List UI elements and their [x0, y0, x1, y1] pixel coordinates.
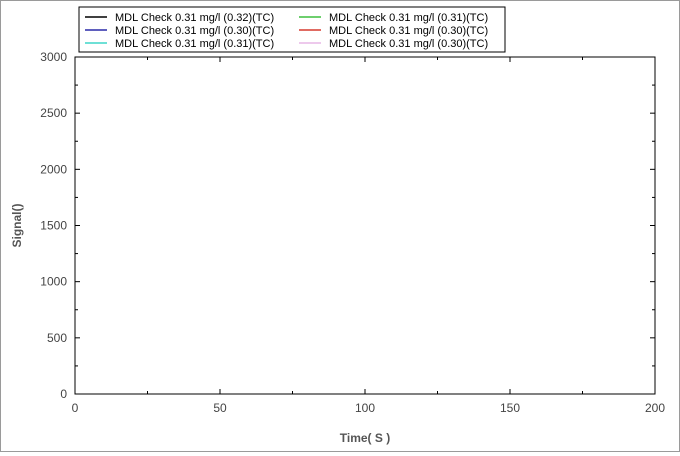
- y-tick-label: 1500: [40, 219, 67, 233]
- legend-label-2: MDL Check 0.31 mg/l (0.31)(TC): [329, 12, 488, 24]
- legend-label-4: MDL Check 0.31 mg/l (0.30)(TC): [329, 25, 488, 37]
- y-tick-label: 500: [47, 331, 67, 345]
- legend-box: [78, 6, 506, 53]
- y-tick-label: 1000: [40, 275, 67, 289]
- y-tick-label: 0: [60, 387, 67, 401]
- legend-label-3: MDL Check 0.31 mg/l (0.30)(TC): [115, 25, 274, 37]
- y-tick-label: 3000: [40, 50, 67, 64]
- x-axis-label: Time( S ): [340, 431, 390, 445]
- y-axis-label: Signal(): [10, 203, 24, 247]
- legend-label-6: MDL Check 0.31 mg/l (0.30)(TC): [329, 38, 488, 50]
- x-tick-label: 50: [213, 401, 227, 415]
- axes-layer: 0 500 1000 1500 2000 2500 3000 0 50 100 150 200 Time…: [10, 50, 665, 445]
- legend-label-1: MDL Check 0.31 mg/l (0.32)(TC): [115, 12, 274, 24]
- legend-label-5: MDL Check 0.31 mg/l (0.31)(TC): [115, 38, 274, 50]
- plot-area: [74, 56, 656, 395]
- x-tick-label: 100: [355, 401, 375, 415]
- y-tick-label: 2500: [40, 106, 67, 120]
- x-tick-label: 0: [72, 401, 79, 415]
- legend-layer: MDL Check 0.31 mg/l (0.32)(TC) MDL Check …: [78, 6, 506, 53]
- x-tick-label: 200: [645, 401, 665, 415]
- x-tick-label: 150: [500, 401, 520, 415]
- y-tick-label: 2000: [40, 162, 67, 176]
